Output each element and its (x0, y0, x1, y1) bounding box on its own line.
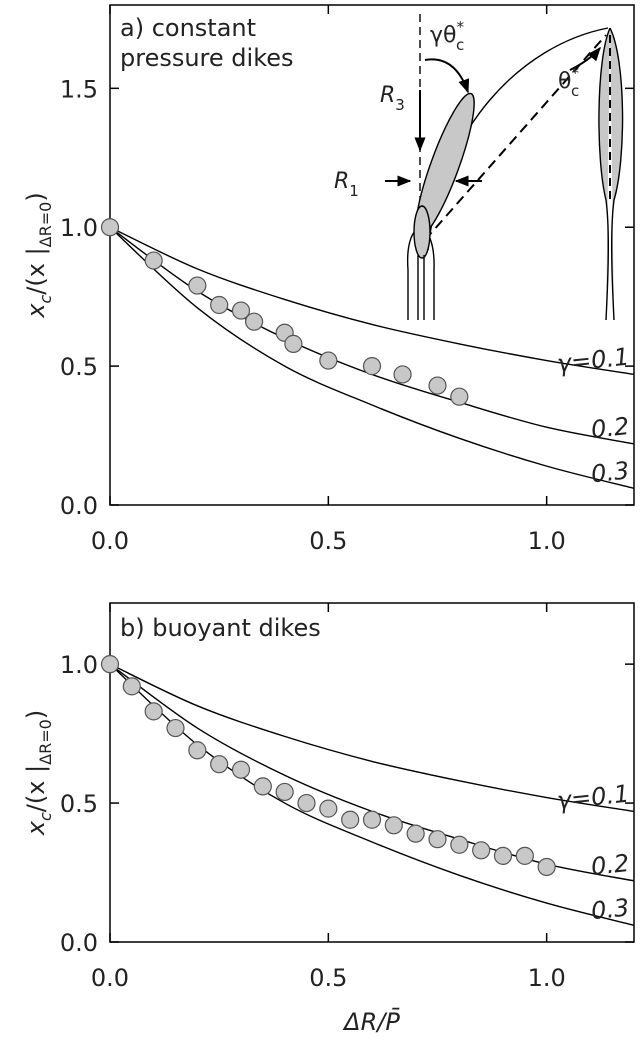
data-point (362, 357, 382, 376)
data-point (188, 741, 207, 760)
panel: 0.0 0.5 1.0 0.0 0.5 1.0 1.5 a) constantpressure… (22, 4, 635, 555)
y-label-part: c (36, 812, 55, 821)
curve (109, 663, 635, 927)
schematic-label: R3 (380, 83, 405, 114)
panel-title: b) buoyant dikes (120, 614, 321, 642)
x-axis-label: ΔR/P̄ (342, 1007, 400, 1036)
plot-frame (109, 4, 635, 506)
data-point (231, 760, 251, 779)
label-sub: 3 (395, 96, 405, 114)
label-main: γθ (430, 23, 456, 48)
label-main: R (334, 169, 349, 194)
y-tick-label: 1.0 (60, 214, 98, 242)
y-tick-label: 0.0 (60, 492, 98, 520)
label-sub: c (456, 36, 464, 54)
x-tick-label: 1.0 (528, 964, 566, 992)
y-label-part: ) (22, 710, 50, 719)
data-point (284, 334, 303, 353)
curve-label: 0.2 (590, 412, 631, 444)
label-sub: c (571, 82, 579, 100)
data-point (428, 830, 447, 849)
data-point (166, 718, 185, 738)
label-main: R (380, 83, 395, 108)
y-label-part: /(x | (22, 765, 50, 812)
y-label-part: c (36, 295, 55, 304)
plot-frame (109, 602, 635, 943)
curve (109, 226, 635, 490)
data-point (319, 799, 338, 818)
y-tick-label: 1.5 (60, 75, 98, 103)
label-main: θ (558, 69, 571, 94)
data-point (537, 857, 556, 877)
data-point (341, 810, 360, 829)
curve-label: 0.3 (590, 456, 631, 488)
data-point (210, 295, 229, 315)
data-point (450, 387, 469, 406)
y-label-part: ΔR=0 (36, 719, 55, 765)
data-point (493, 846, 513, 865)
y-tick-label: 0.5 (60, 790, 98, 818)
x-tick-label: 0.0 (91, 527, 129, 555)
schematic-label: θ* c (558, 64, 579, 100)
data-point (515, 846, 534, 865)
data-point (231, 301, 251, 320)
data-point (450, 835, 469, 854)
data-point (319, 351, 338, 370)
y-label-part: x (22, 820, 50, 836)
dike-schematic (385, 14, 624, 321)
data-point (362, 810, 382, 829)
data-point (406, 824, 425, 843)
y-label-part: ΔR=0 (36, 202, 55, 248)
data-point (100, 655, 120, 674)
data-point (100, 218, 120, 237)
data-point (245, 312, 264, 331)
y-label-part: x (22, 303, 50, 319)
y-tick-label: 1.0 (60, 651, 98, 679)
data-point (393, 365, 412, 384)
data-point (297, 793, 316, 813)
curve-label: 0.2 (590, 849, 631, 881)
y-tick-label: 0.5 (60, 353, 98, 381)
label-sub: 1 (349, 182, 359, 200)
x-tick-label: 1.0 (528, 527, 566, 555)
data-point (188, 276, 207, 295)
x-tick-label: 0.5 (309, 964, 347, 992)
data-point (210, 755, 229, 774)
y-axis-label: xc/(x |ΔR=0) (22, 710, 55, 836)
curve (109, 663, 635, 882)
x-tick-label: 0.0 (91, 964, 129, 992)
label-sup: * (456, 18, 464, 36)
panel: 0.0 0.5 1.0 0.0 0.5 1.0 b) buoyant dikes xc/(x … (22, 602, 635, 1036)
y-tick-label: 0.0 (60, 929, 98, 957)
curve (109, 663, 635, 813)
data-point (275, 782, 294, 802)
data-point (428, 376, 447, 395)
y-label-part: /(x | (22, 247, 50, 294)
schematic-label: R1 (334, 169, 359, 200)
data-point (122, 677, 141, 696)
curve-label: 0.3 (590, 893, 631, 925)
panel-title: pressure dikes (120, 44, 294, 72)
curve (109, 226, 635, 376)
data-point (384, 816, 403, 835)
label-sup: * (571, 64, 579, 82)
data-point (144, 251, 163, 270)
x-tick-label: 0.5 (309, 527, 347, 555)
y-label-part: ) (22, 192, 50, 201)
schematic-label: γθ* c (430, 18, 464, 54)
data-point (253, 777, 272, 796)
data-point (144, 702, 163, 721)
curve (109, 226, 635, 445)
data-point (472, 841, 491, 860)
panel-title: a) constant (120, 14, 256, 42)
y-axis-label: xc/(x |ΔR=0) (22, 192, 55, 318)
